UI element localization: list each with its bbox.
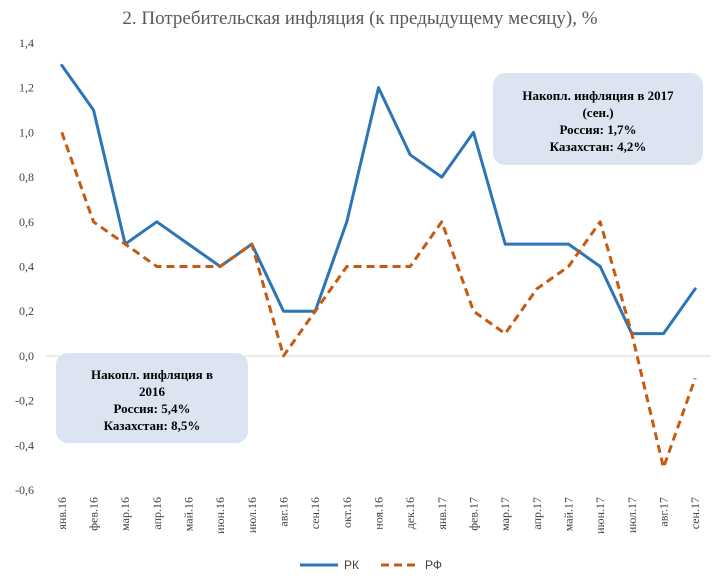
x-tick-label: фев.17	[467, 497, 481, 531]
annotation-2016-line-1: Накопл. инфляция в	[91, 367, 213, 382]
x-tick-label: апр.17	[530, 497, 544, 530]
y-tick-label: 1,4	[19, 36, 34, 50]
series-lines	[60, 63, 697, 470]
annotation-2016-line-3: Россия: 5,4%	[113, 401, 190, 416]
x-tick-label: янв.17	[435, 497, 449, 530]
y-tick-label: 0,4	[19, 260, 34, 274]
y-tick-label: -0,4	[15, 438, 34, 452]
y-tick-label: 1,0	[19, 125, 34, 139]
y-tick-label: 0,8	[19, 170, 34, 184]
x-tick-label: мар.16	[118, 497, 132, 531]
annotation-2017-line-1: Накопл. инфляция в 2017	[522, 88, 674, 103]
annotation-2016-line-2: 2016	[139, 384, 166, 399]
series-line-rk	[60, 63, 697, 336]
annotation-2017: Накопл. инфляция в 2017 (сен.) Россия: 1…	[493, 73, 703, 165]
y-tick-label: 1,2	[19, 81, 34, 95]
y-tick-label: 0,0	[19, 349, 34, 363]
annotation-2016-box	[56, 353, 248, 443]
x-tick-label: мар.17	[498, 497, 512, 531]
annotation-2016: Накопл. инфляция в 2016 Россия: 5,4% Каз…	[56, 353, 248, 443]
x-tick-label: май.16	[182, 497, 196, 531]
y-tick-label: -0,2	[15, 394, 34, 408]
y-axis: 1,4 1,2 1,0 0,8 0,6 0,4 0,2 0,0 -0,2 -0,4 -0,6	[15, 36, 34, 497]
x-tick-label: ноя.16	[372, 497, 386, 530]
y-tick-label: 0,6	[19, 215, 34, 229]
x-tick-label: июл.16	[245, 497, 259, 533]
y-tick-label: -0,6	[15, 483, 34, 497]
x-tick-label: дек.16	[403, 497, 417, 529]
x-tick-label: июн.17	[593, 497, 607, 534]
annotation-2016-line-4: Казахстан: 8,5%	[104, 418, 201, 433]
x-tick-label: апр.16	[150, 497, 164, 530]
annotation-2017-line-2: (сен.)	[582, 105, 613, 120]
x-tick-label: авг.16	[277, 497, 291, 527]
x-tick-label: май.17	[562, 497, 576, 531]
legend-label-rk: РК	[344, 558, 359, 572]
x-tick-label: июл.17	[625, 497, 639, 533]
x-tick-label: окт.16	[340, 497, 354, 528]
series-line-rf	[60, 131, 697, 470]
x-tick-label: янв.16	[55, 497, 69, 530]
x-tick-label: авг.17	[657, 497, 671, 527]
y-tick-label: 0,2	[19, 304, 34, 318]
annotation-2017-line-3: Россия: 1,7%	[559, 122, 636, 137]
annotation-2017-line-4: Казахстан: 4,2%	[550, 139, 647, 154]
legend-label-rf: РФ	[425, 558, 442, 572]
annotation-2017-box	[493, 73, 703, 165]
chart-title: 2. Потребительская инфляция (к предыдуще…	[122, 8, 597, 29]
legend: РК РФ	[300, 558, 442, 572]
x-tick-label: фев.16	[87, 497, 101, 531]
x-tick-label: сен.16	[308, 497, 322, 529]
x-axis: янв.16 фев.16 мар.16 апр.16 май.16 июн.16 июл.…	[46, 355, 711, 534]
x-tick-label: июн.16	[213, 497, 227, 534]
x-tick-label: сен.17	[688, 497, 702, 529]
